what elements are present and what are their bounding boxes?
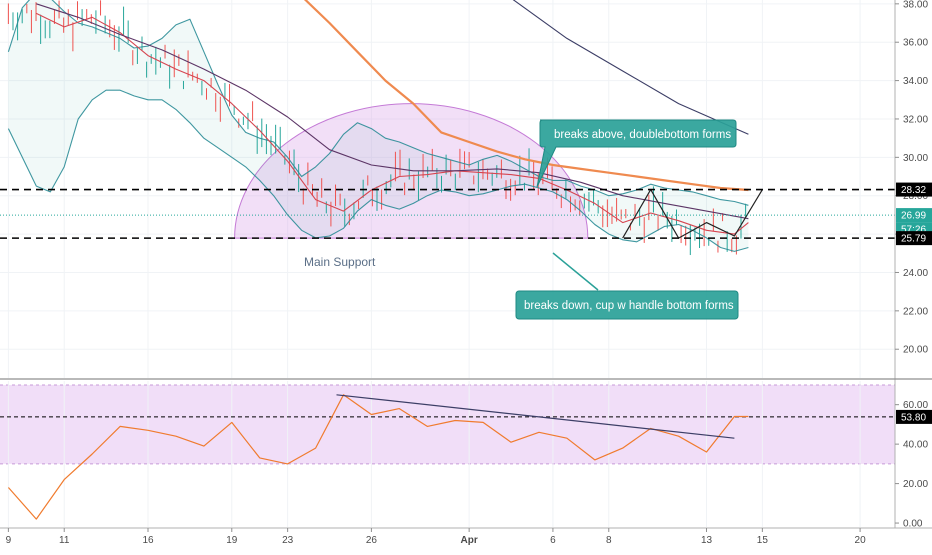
- y-tick-label: 32.00: [903, 114, 928, 125]
- callout-breaks-down-text: breaks down, cup w handle bottom forms: [524, 300, 734, 312]
- x-tick-label: 20: [855, 535, 867, 546]
- y-axis-ticks-price: 20.0022.0024.0026.0028.0030.0032.0034.00…: [895, 0, 928, 356]
- x-tick-label: 11: [59, 535, 70, 546]
- series-bollinger-lower: [7, 89, 749, 252]
- x-tick-label: 23: [282, 535, 294, 546]
- y-axis-ticks-rsi: 0.00 20.00 40.00 60.00: [895, 400, 928, 530]
- series-bollinger-upper: [7, 0, 749, 206]
- rsi-y-tick-label: 60.00: [903, 400, 928, 411]
- price-series: [7, 0, 763, 252]
- series-moving-average-slow: [303, 0, 749, 192]
- rsi-y-tick-label: 0.00: [903, 519, 923, 530]
- series-moving-average-mid: [36, 3, 749, 220]
- series-trendline: [336, 394, 735, 439]
- rsi-grid: [0, 381, 895, 527]
- y-tick-label: 34.00: [903, 76, 928, 87]
- badge-28-32-text: 28.32: [901, 185, 926, 196]
- y-tick-label: 28.00: [903, 191, 928, 202]
- series-price-path: [622, 189, 763, 239]
- x-tick-label: 19: [226, 535, 238, 546]
- rsi-y-tick-label: 40.00: [903, 440, 928, 451]
- rsi-series: [0, 394, 895, 520]
- chart-annotations: breaks above, doublebottom forms breaks …: [304, 119, 739, 320]
- badge-rsi-level-text: 53.80: [901, 412, 926, 423]
- badge-countdown-text: 57:26: [901, 225, 926, 236]
- series-moving-average-long: [512, 0, 749, 135]
- x-tick-label: 8: [606, 535, 612, 546]
- price-candles: [7, 0, 747, 256]
- price-levels: [0, 188, 895, 239]
- callout-breaks-down[interactable]: [515, 290, 739, 320]
- badge-26-99: [896, 208, 932, 223]
- y-tick-label: 22.00: [903, 306, 928, 317]
- x-tick-label: 15: [757, 535, 769, 546]
- x-tick-label: 6: [550, 535, 556, 546]
- callout-breaks-above[interactable]: [536, 119, 737, 188]
- rsi-y-tick-label: 20.00: [903, 479, 928, 490]
- x-tick-label: Apr: [461, 535, 478, 546]
- y-tick-label: 24.00: [903, 268, 928, 279]
- badge-26-99-text: 26.99: [901, 211, 926, 222]
- callout-breaks-down-pointer: [552, 252, 599, 291]
- x-tick-label: 9: [6, 535, 12, 546]
- plot-background: [0, 0, 895, 528]
- x-axis-ticks: 9 11 16 19 23 26 Apr 6 8 13 15 20: [6, 528, 866, 546]
- x-tick-label: 26: [366, 535, 378, 546]
- y-tick-label: 30.00: [903, 153, 928, 164]
- badge-rsi-level: [896, 409, 932, 424]
- x-tick-label: 16: [142, 535, 154, 546]
- y-tick-label: 20.00: [903, 345, 928, 356]
- rsi-band: [0, 384, 895, 464]
- callout-breaks-above-text: breaks above, doublebottom forms: [554, 129, 731, 141]
- main-support-label: Main Support: [304, 255, 376, 269]
- y-tick-label: 36.00: [903, 38, 928, 49]
- y-tick-label: 38.00: [903, 0, 928, 10]
- series-moving-average-fast: [36, 12, 749, 235]
- badge-25-79-text: 25.79: [901, 234, 926, 245]
- series-rsi: [7, 394, 749, 520]
- x-tick-label: 13: [701, 535, 713, 546]
- badge-28-32: [896, 182, 932, 197]
- badge-25-79: [896, 231, 932, 246]
